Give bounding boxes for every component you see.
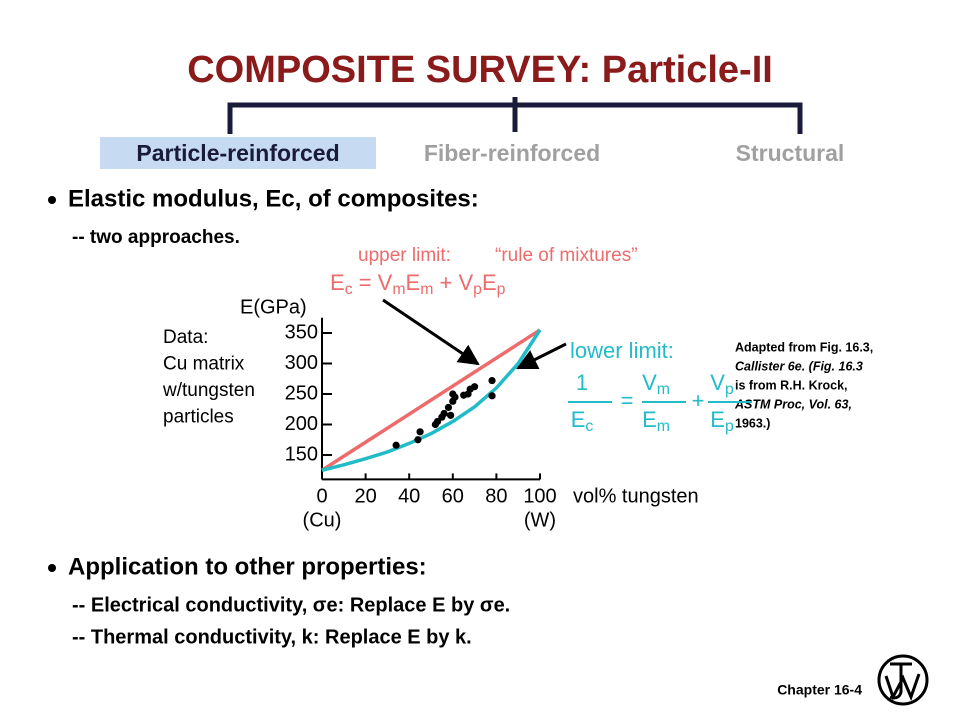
bullet bbox=[48, 564, 56, 572]
logo-ring bbox=[877, 654, 929, 706]
subscript: p bbox=[473, 281, 482, 298]
formula: Ec = VmEm + VpEp bbox=[330, 270, 506, 299]
y-tick-label: 300 bbox=[285, 352, 318, 374]
x-end-label: (Cu) bbox=[303, 510, 342, 532]
y-label: E(GPa) bbox=[240, 296, 307, 318]
data-point bbox=[471, 383, 479, 391]
footer: Chapter 16-4 bbox=[777, 682, 862, 698]
sub-text: -- Electrical conductivity, σe: Replace … bbox=[72, 594, 510, 616]
y-tick-label: 250 bbox=[285, 382, 318, 404]
data-point bbox=[416, 428, 424, 436]
arrow bbox=[382, 298, 480, 366]
data-point bbox=[444, 403, 453, 412]
lower-limit-label: lower limit: bbox=[570, 338, 674, 363]
data-point bbox=[488, 376, 496, 385]
citation-line: 1963.) bbox=[735, 416, 770, 430]
data-point bbox=[392, 441, 400, 449]
x-tick-label: 20 bbox=[354, 486, 376, 508]
data-note: particles bbox=[163, 407, 234, 428]
subscript: c bbox=[345, 281, 353, 298]
formula-part: E bbox=[710, 407, 725, 432]
tab: Fiber-reinforced bbox=[424, 140, 600, 166]
formula-part: E bbox=[330, 270, 345, 295]
x-tick-label: 40 bbox=[398, 486, 420, 508]
subscript: p bbox=[497, 281, 506, 298]
citation: Adapted from Fig. 16.3, Callister 6e. (F… bbox=[734, 340, 873, 430]
data-point bbox=[414, 436, 422, 444]
formula-part: E bbox=[482, 270, 497, 295]
bullet bbox=[48, 196, 56, 204]
x-tick-label: 0 bbox=[316, 486, 327, 508]
data-note: Data: bbox=[163, 327, 208, 348]
logo-mark bbox=[884, 662, 921, 702]
operator: = bbox=[621, 388, 634, 413]
y-tick-label: 350 bbox=[285, 321, 318, 343]
formula: Ec bbox=[571, 407, 594, 436]
data-point bbox=[451, 393, 459, 401]
citation-line: ASTM Proc, Vol. 63, bbox=[734, 397, 852, 411]
tab: Particle-reinforced bbox=[136, 140, 339, 166]
upper-limit-note: “rule of mixtures” bbox=[495, 245, 638, 266]
data-point bbox=[447, 411, 455, 419]
subscript: m bbox=[392, 281, 405, 298]
formula: 1 bbox=[576, 370, 588, 395]
formula: Ep bbox=[710, 407, 734, 436]
data-note: w/tungsten bbox=[162, 380, 255, 401]
formula: Vp bbox=[710, 370, 734, 399]
subscript: p bbox=[725, 418, 734, 435]
data-note: Cu matrix bbox=[163, 354, 245, 375]
bracket-path bbox=[227, 97, 803, 134]
formula-part: E bbox=[642, 407, 657, 432]
chart: 150 200 250 300 350 0 20 40 60 80 100 E(GPa) vol% tu… bbox=[162, 245, 752, 532]
citation-line: Adapted from Fig. 16.3, bbox=[735, 340, 873, 354]
x-tick-label: 100 bbox=[523, 486, 556, 508]
formula-part: E bbox=[571, 407, 586, 432]
y-tick-label: 150 bbox=[285, 443, 318, 465]
operator: + bbox=[692, 388, 705, 413]
subscript: m bbox=[657, 418, 670, 435]
bracket bbox=[227, 97, 803, 134]
y-tick-label: 200 bbox=[285, 413, 318, 435]
formula-part: + V bbox=[433, 270, 473, 295]
tab: Structural bbox=[736, 140, 845, 166]
x-tick-label: 60 bbox=[442, 486, 464, 508]
tab-highlight bbox=[100, 137, 376, 169]
bullet-text: Elastic modulus, Ec, of composites: bbox=[68, 185, 479, 212]
logo bbox=[877, 654, 929, 706]
formula: Vm bbox=[642, 370, 670, 399]
subscript: m bbox=[657, 381, 670, 398]
subscript: c bbox=[585, 418, 593, 435]
x-end-label: (W) bbox=[524, 510, 556, 532]
data-point bbox=[488, 392, 496, 400]
sub-text: -- two approaches. bbox=[72, 227, 240, 248]
arrow bbox=[516, 342, 567, 370]
x-label: vol% tungsten bbox=[573, 486, 699, 508]
citation-line: is from R.H. Krock, bbox=[735, 378, 848, 392]
data-point bbox=[440, 409, 448, 418]
formula-part: V bbox=[710, 370, 725, 395]
formula-part: V bbox=[642, 370, 657, 395]
citation-line: Callister 6e. (Fig. 16.3 bbox=[735, 359, 863, 373]
upper-limit-label: upper limit: bbox=[358, 245, 451, 266]
lower-limit-line bbox=[321, 328, 542, 472]
x-tick-label: 80 bbox=[485, 486, 507, 508]
subscript: p bbox=[725, 381, 734, 398]
subscript: m bbox=[420, 281, 433, 298]
bullet-text: Application to other properties: bbox=[68, 553, 427, 580]
sub-text: -- Thermal conductivity, k: Replace E by… bbox=[72, 626, 472, 648]
formula: Em bbox=[642, 407, 670, 436]
formula-part: 1 bbox=[576, 370, 588, 395]
formula-part: = V bbox=[353, 270, 393, 295]
title: COMPOSITE SURVEY: Particle-II bbox=[187, 49, 773, 91]
formula-part: E bbox=[406, 270, 421, 295]
upper-limit-line bbox=[321, 328, 541, 472]
